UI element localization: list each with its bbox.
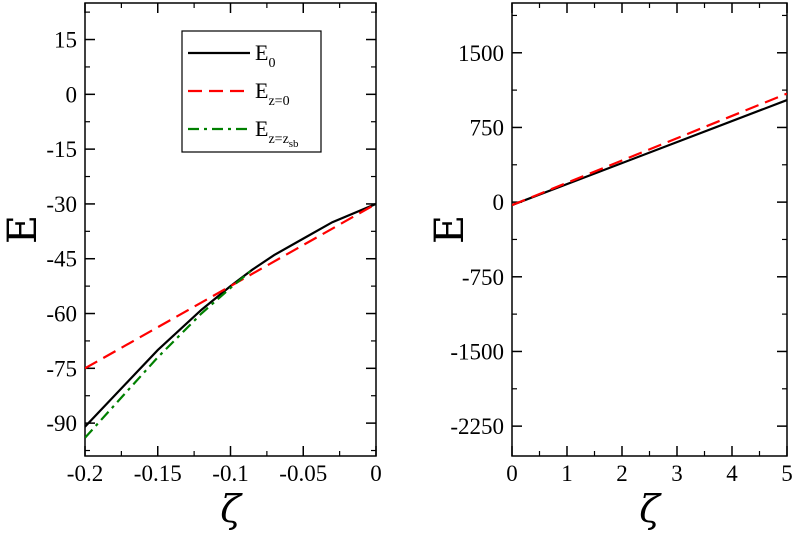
legend-label-main: E [255,40,268,65]
legend-label-main: E [255,78,268,103]
x-tick-label: 4 [726,461,738,486]
x-tick-label: 0 [506,461,518,486]
legend-label-sub: z=0 [268,94,289,109]
chart-panel-2: 0 1 2 3 4 5 1500 750 0 -750 -1500 -2250 ζ E [427,2,793,531]
x-tick-label: -0.15 [134,461,182,486]
y-tick-label: 1500 [458,41,504,66]
series-line-ez-zsb [85,268,254,439]
y-axis-label: E [427,215,473,244]
y-tick-label: 750 [470,115,505,140]
y-tick-label: -1500 [450,339,504,364]
legend-label: Ez=zsb [255,116,299,150]
legend-label: E0 [255,40,275,71]
y-tick-label: 0 [493,190,505,215]
x-tick-label: 3 [671,461,683,486]
series-line-e0 [85,202,376,428]
legend-box [181,30,322,153]
x-tick-label: -0.05 [279,461,327,486]
y-tick-label: -750 [462,265,504,290]
y-tick-label: -15 [46,137,77,162]
x-axis-label: ζ [639,487,662,531]
x-tick-label: -0.1 [212,461,248,486]
y-tick-label: -90 [46,411,77,436]
y-tick-label: -45 [46,247,77,272]
chart-panel-1: -0.2 -0.15 -0.1 -0.05 0 15 0 -15 -30 -45 -60 -75 -90… [0,2,382,531]
y-tick-label: -30 [46,192,77,217]
legend-label-sub: z=z [268,132,288,147]
y-tick-label: -60 [46,302,77,327]
x-tick-label: 1 [561,461,573,486]
x-tick-label: 5 [781,461,793,486]
legend-label: Ez=0 [255,78,290,109]
legend-label-main: E [255,116,268,141]
x-tick-label: 2 [616,461,628,486]
legend-label-subsub: sb [289,138,299,150]
y-tick-label: 15 [54,28,77,53]
legend-label-sub: 0 [268,56,275,71]
plot-frame [511,2,788,457]
x-axis-label: ζ [220,487,243,531]
y-tick-label: -2250 [450,414,504,439]
y-axis-label: E [0,215,46,244]
x-tick-label: 0 [370,461,382,486]
series-line-ez-0 [85,202,376,370]
x-tick-label: -0.2 [67,461,103,486]
series-line-2 [512,92,787,207]
y-tick-label: 0 [66,82,78,107]
y-tick-label: -75 [46,356,77,381]
